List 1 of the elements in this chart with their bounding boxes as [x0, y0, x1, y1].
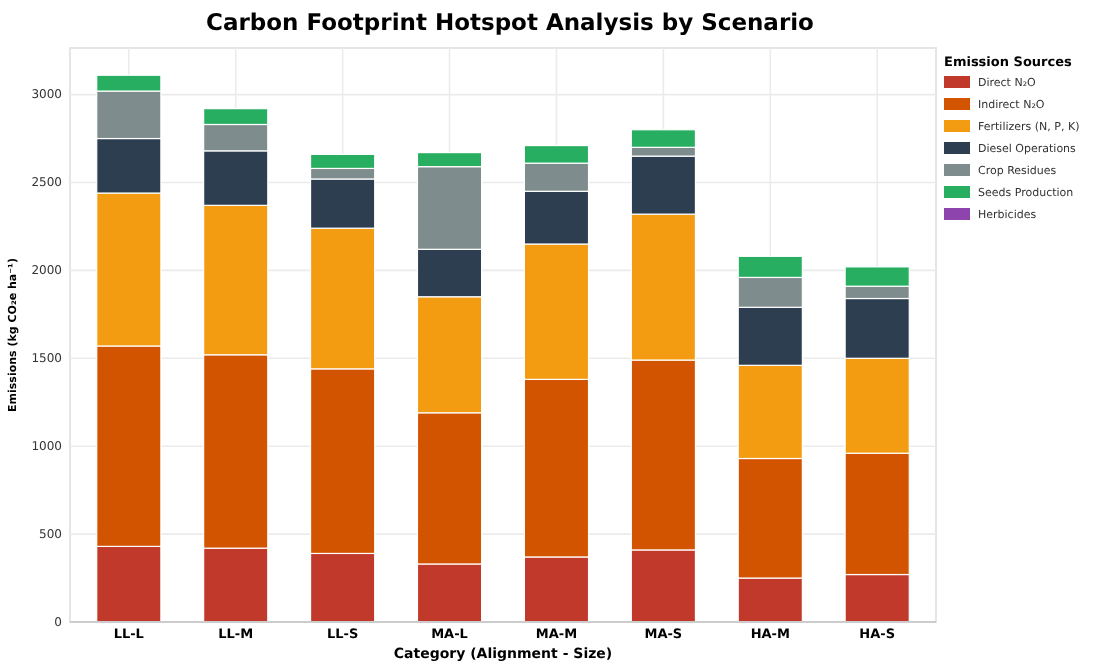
chart-title: Carbon Footprint Hotspot Analysis by Scenario: [206, 8, 815, 36]
